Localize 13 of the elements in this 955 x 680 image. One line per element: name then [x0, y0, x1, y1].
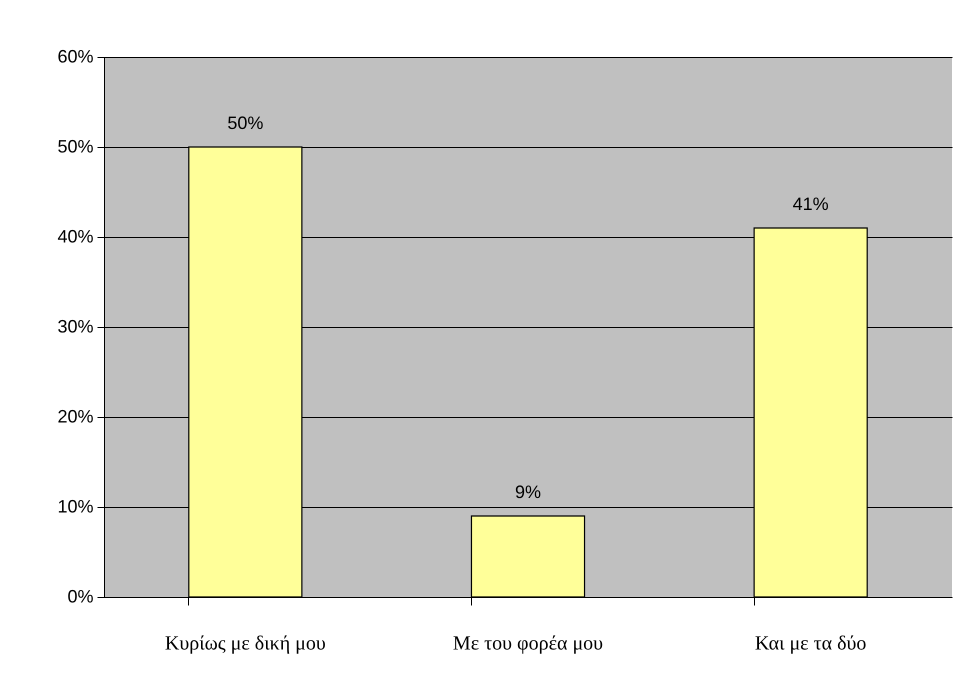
- y-tick-label: 20%: [57, 406, 94, 426]
- data-label: 41%: [792, 194, 829, 214]
- y-tick-label: 60%: [57, 46, 94, 66]
- x-tick-label: Και με τα δύο: [754, 632, 866, 654]
- y-tick-label: 50%: [57, 136, 94, 156]
- x-tick-label: Κυρίως με δική μου: [164, 632, 326, 654]
- y-tick-label: 40%: [57, 226, 94, 246]
- y-tick-label: 10%: [57, 496, 94, 516]
- x-tick-label: Με του φορέα μου: [452, 632, 604, 654]
- y-tick-label: 30%: [57, 316, 94, 336]
- y-tick-label: 0%: [67, 586, 94, 606]
- data-label: 50%: [227, 113, 264, 133]
- data-label: 9%: [514, 482, 542, 502]
